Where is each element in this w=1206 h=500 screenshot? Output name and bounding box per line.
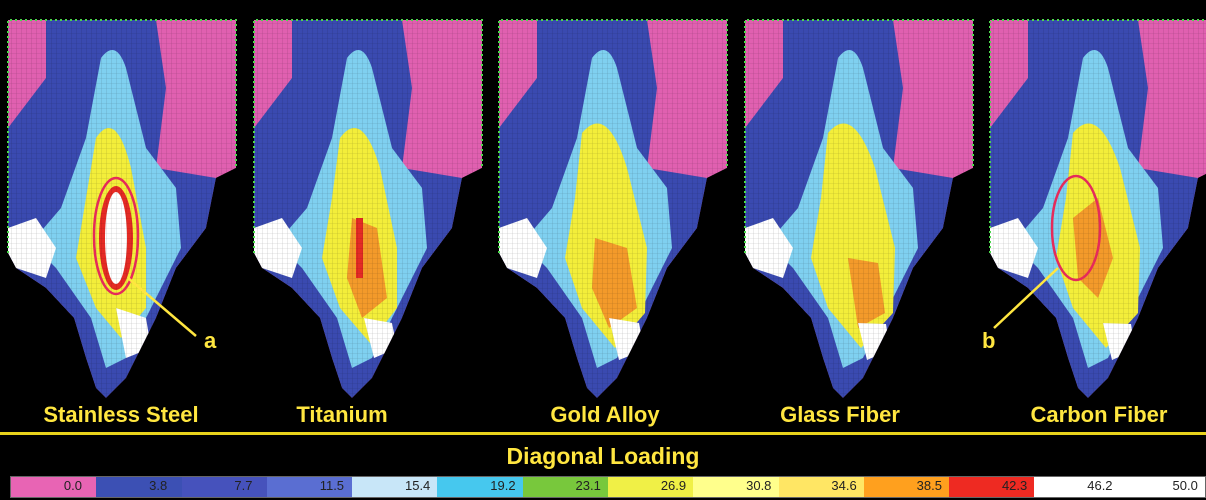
scale-tick-label: 0.0 xyxy=(63,478,82,493)
stress-map-gold xyxy=(498,19,728,398)
scale-segment: 15.4 xyxy=(352,477,438,497)
scale-segment: 23.1 xyxy=(522,477,608,497)
callout-ellipse-a xyxy=(92,176,140,296)
scale-tick-label: 50.0 xyxy=(1172,478,1198,493)
callout-ellipse-b xyxy=(1050,174,1102,282)
scale-tick-label: 38.5 xyxy=(916,478,942,493)
scale-tick-label: 7.7 xyxy=(234,478,253,493)
callout-label-a: a xyxy=(204,328,217,353)
stress-panel-carbon: b xyxy=(982,18,1206,398)
callout-leader-a xyxy=(127,277,197,337)
scale-segment: 3.8 xyxy=(96,477,182,497)
scale-tick-label: 3.8 xyxy=(149,478,168,493)
scale-segment: 42.3 xyxy=(949,477,1035,497)
stress-map-carbon xyxy=(989,19,1206,398)
scale-tick-label: 11.5 xyxy=(319,478,345,493)
scale-tick-label: 42.3 xyxy=(1001,478,1028,493)
scale-segment: 19.2 xyxy=(437,477,523,497)
callout-label-b: b xyxy=(982,328,996,353)
stress-panel-titanium xyxy=(252,18,484,398)
scale-segment: 7.7 xyxy=(181,477,267,497)
stress-map-titanium xyxy=(253,19,483,398)
scale-tick-label: 30.8 xyxy=(746,478,772,493)
scale-segment: 0.0 xyxy=(11,477,97,497)
panel-label-glass: Glass Fiber xyxy=(780,402,900,427)
stress-panel-glass xyxy=(743,18,975,398)
panel-label-titanium: Titanium xyxy=(296,402,388,427)
divider-line xyxy=(0,432,1206,435)
callout-leader-b xyxy=(993,267,1059,329)
scale-tick-label: 26.9 xyxy=(660,478,687,493)
scale-segment: 30.8 xyxy=(693,477,779,497)
scale-segment: 46.2 xyxy=(1034,477,1120,497)
scale-segment: 26.9 xyxy=(607,477,694,497)
stress-panel-gold xyxy=(497,18,729,398)
scale-segment: 50.0 xyxy=(1119,477,1205,497)
scale-segment: 38.5 xyxy=(863,477,950,497)
scale-segment: 11.5 xyxy=(266,477,353,497)
legend-title: Diagonal Loading xyxy=(506,443,700,469)
scale-tick-label: 15.4 xyxy=(404,478,431,493)
panel-label-gold: Gold Alloy xyxy=(550,402,660,427)
scale-tick-label: 23.1 xyxy=(575,478,601,493)
stress-map-steel xyxy=(7,19,237,398)
scale-tick-label: 46.2 xyxy=(1087,478,1113,493)
scale-tick-label: 34.6 xyxy=(831,478,857,493)
color-scale-bar: 0.0 3.8 7.7 11.5 15.4 19.2 23.1 26.9 30.8 34.6 38.… xyxy=(10,476,1206,498)
stress-map-glass xyxy=(744,19,974,398)
panel-label-carbon: Carbon Fiber xyxy=(1030,402,1168,427)
panel-label-steel: Stainless Steel xyxy=(43,402,199,427)
stress-panel-steel: a xyxy=(6,18,238,398)
scale-tick-label: 19.2 xyxy=(490,478,516,493)
scale-segment: 34.6 xyxy=(778,477,864,497)
